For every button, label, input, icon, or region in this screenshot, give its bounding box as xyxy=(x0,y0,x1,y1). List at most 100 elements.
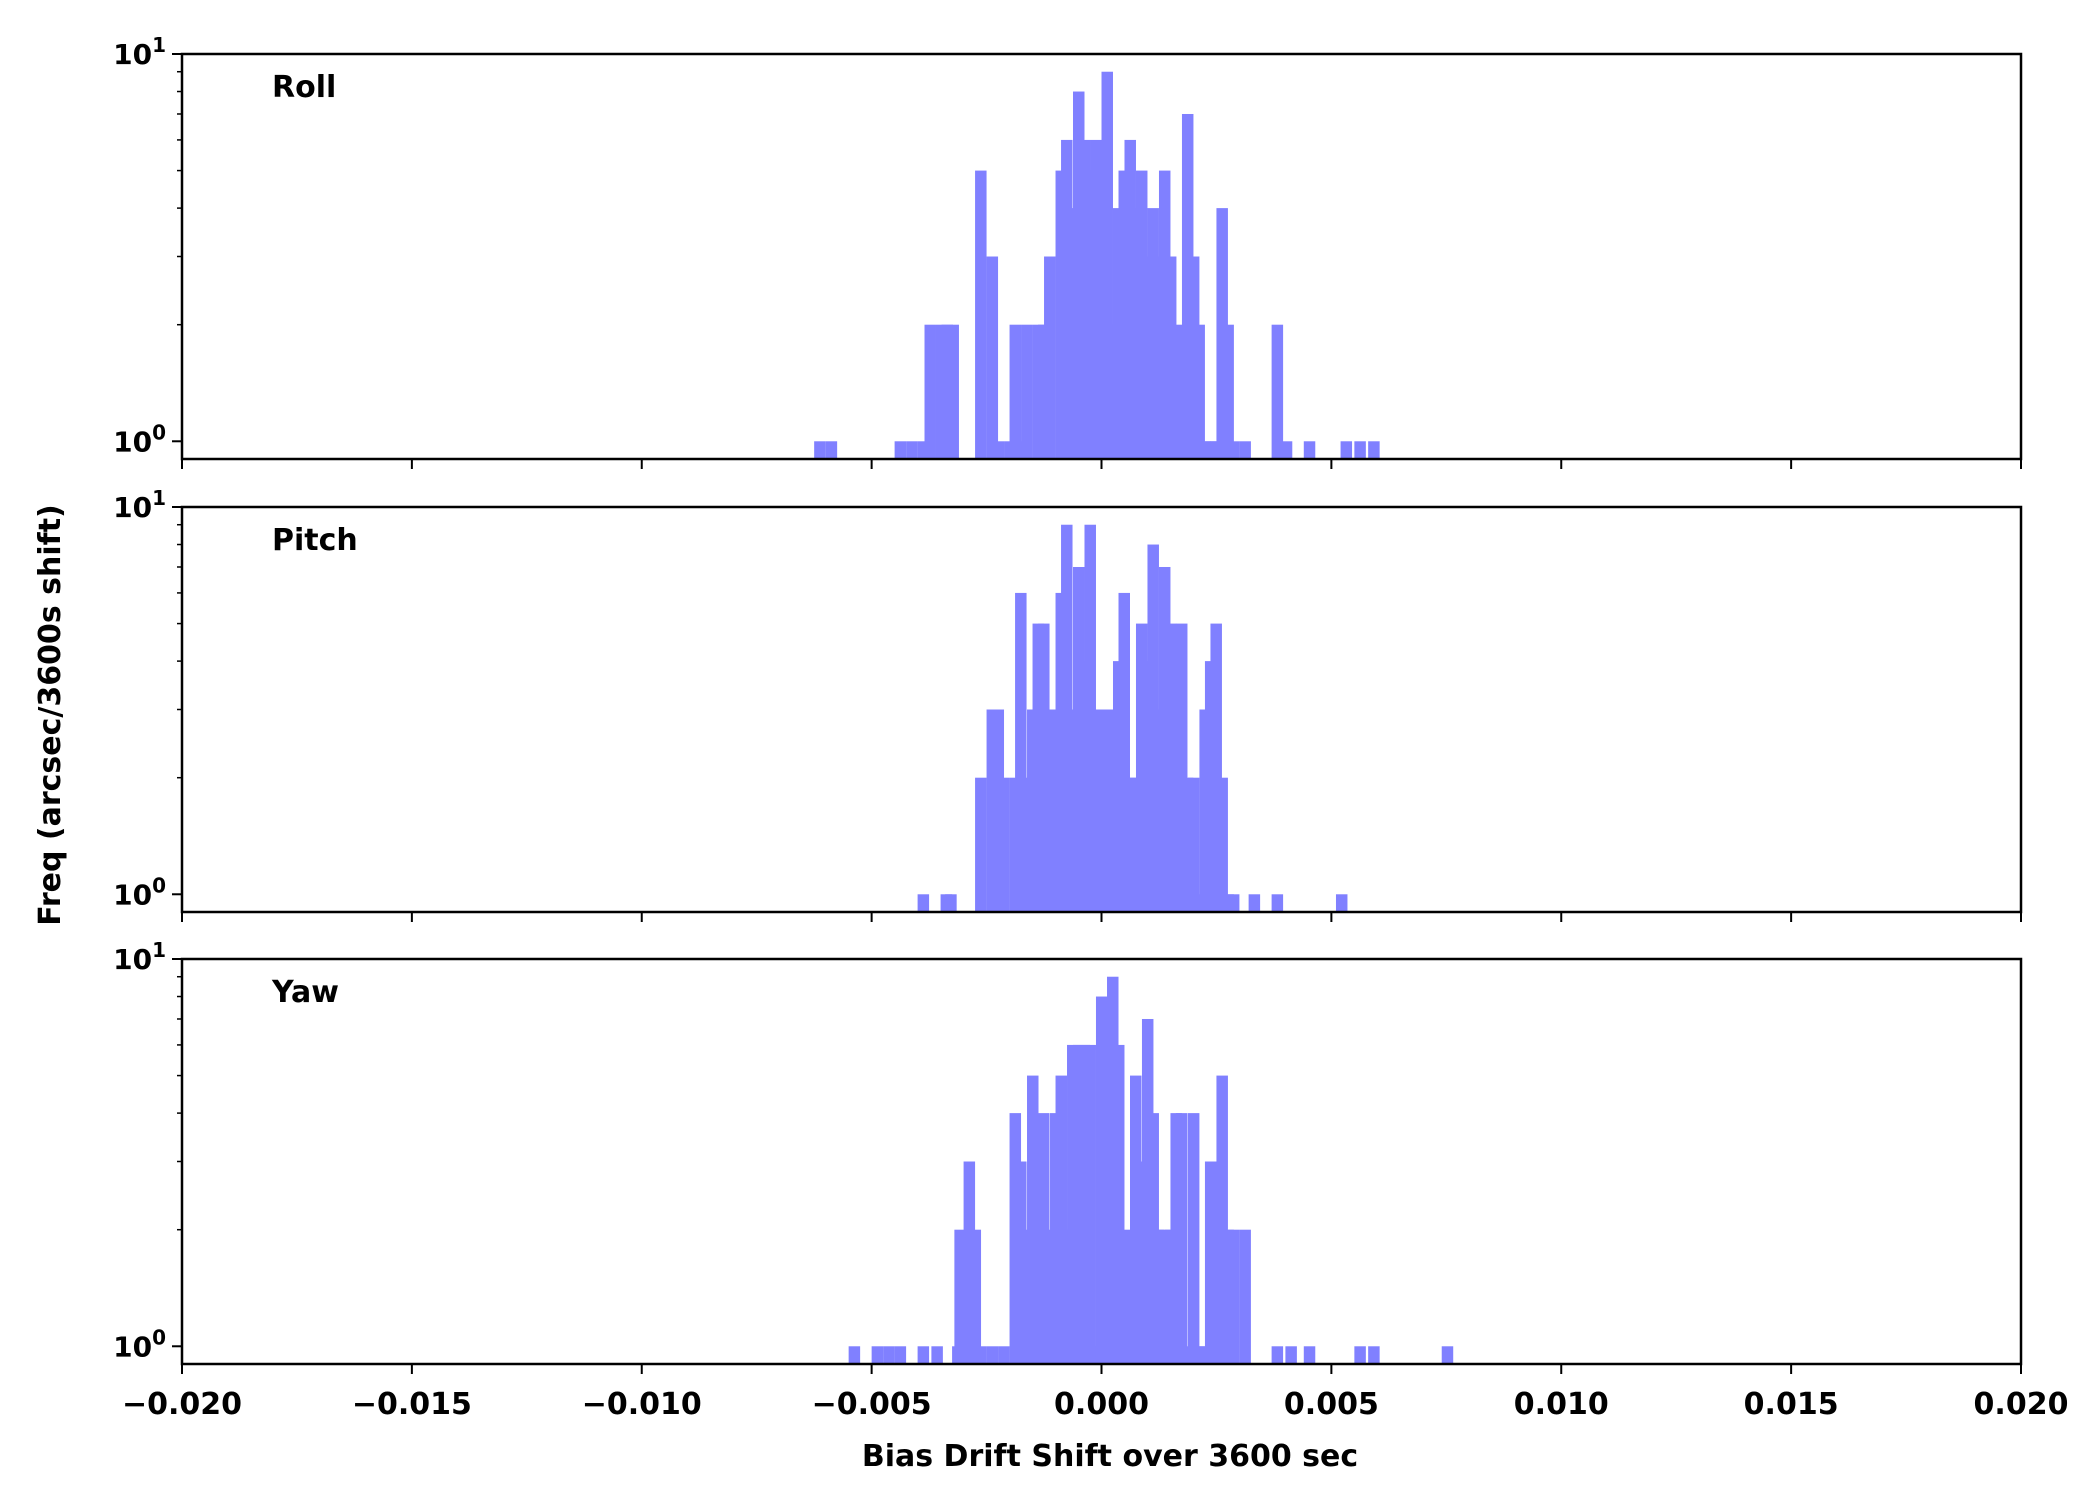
histogram-bar xyxy=(1044,1229,1056,1364)
histogram-bar xyxy=(1158,566,1171,912)
histogram-bar xyxy=(1303,441,1316,459)
histogram-bar xyxy=(1335,894,1348,912)
histogram-bar xyxy=(986,256,999,459)
panel-label: Yaw xyxy=(271,975,339,1010)
histogram-bar xyxy=(998,1346,1010,1364)
histogram-bar xyxy=(1130,208,1142,459)
histogram-bar xyxy=(917,1346,930,1364)
histogram-bar xyxy=(1078,1044,1090,1364)
histogram-bar xyxy=(1271,324,1284,459)
x-tick-label: 0.020 xyxy=(1974,1387,2069,1422)
histogram-bar xyxy=(1285,1346,1297,1364)
histogram-bar xyxy=(1152,709,1165,912)
histogram-bar xyxy=(1135,623,1148,912)
histogram-bar xyxy=(1340,441,1353,459)
histogram-bar xyxy=(963,1161,976,1364)
histogram-bar xyxy=(1210,1161,1222,1364)
histogram-bar xyxy=(1135,170,1148,459)
histogram-bar xyxy=(1015,1161,1027,1364)
x-tick-label: 0.000 xyxy=(1054,1387,1149,1422)
histogram-bar xyxy=(1181,1346,1194,1364)
histogram-bar xyxy=(1193,1346,1205,1364)
x-tick-label: 0.005 xyxy=(1284,1387,1379,1422)
panel-pitch: 100 101 Pitch xyxy=(113,486,2023,922)
y-tick-label: 100 xyxy=(113,420,166,458)
histogram-bar xyxy=(871,1346,884,1364)
histogram-bar xyxy=(1015,592,1027,912)
histogram-bar xyxy=(992,441,1005,459)
histogram-bar xyxy=(1118,1229,1130,1364)
histogram-bar xyxy=(1061,524,1073,912)
histogram-bar xyxy=(1271,894,1284,912)
histogram-bar xyxy=(1216,1075,1228,1364)
histogram-bar xyxy=(1216,208,1228,459)
histogram-bar xyxy=(1227,894,1240,912)
histogram-bar xyxy=(1107,324,1119,459)
axes-frame xyxy=(180,957,2023,1366)
histogram-bar xyxy=(1239,441,1251,459)
histogram-bar xyxy=(1368,1346,1380,1364)
histogram-bar xyxy=(1044,256,1056,459)
panel-roll: 100 101 Roll xyxy=(113,33,2023,469)
histogram-bar xyxy=(1067,1044,1079,1364)
histogram-bar xyxy=(986,1346,999,1364)
histogram-bar xyxy=(1227,441,1240,459)
panels-layer: 100 101 Roll 100 101 Pitch 100 101 −0.020 −0.015 −… xyxy=(113,33,2068,1422)
histogram-bar xyxy=(975,777,987,912)
histogram-bar xyxy=(1239,1229,1251,1364)
histogram-bar xyxy=(945,894,957,912)
histogram-bar xyxy=(1354,1346,1366,1364)
histogram-bar xyxy=(1187,777,1200,912)
x-tick-label: −0.005 xyxy=(812,1387,932,1422)
histogram-bar xyxy=(1280,441,1293,459)
histogram-bar xyxy=(1095,709,1108,912)
y-axis-label: Freq (arcsec/3600s shift) xyxy=(33,504,68,926)
histogram-bar xyxy=(1130,1075,1142,1364)
histogram-bar xyxy=(1055,1075,1068,1364)
histogram-bar xyxy=(924,324,936,459)
histogram-bar xyxy=(1021,324,1033,459)
histogram-bar xyxy=(1152,256,1165,459)
histogram-bar xyxy=(894,1346,907,1364)
histogram-bar xyxy=(814,441,826,459)
histogram-bar xyxy=(975,1346,987,1364)
y-tick-label: 101 xyxy=(113,938,166,976)
histogram-bar xyxy=(1021,1229,1033,1364)
panel-yaw: 100 101 −0.020 −0.015 −0.010 −0.005 0.000 0.005… xyxy=(113,938,2068,1422)
histogram-bar xyxy=(1248,894,1261,912)
histogram-bar xyxy=(1135,1161,1148,1364)
histogram-bar xyxy=(969,1229,982,1364)
histogram-bar xyxy=(883,1346,895,1364)
histogram-bar xyxy=(1044,709,1056,912)
panel-label: Roll xyxy=(272,70,336,105)
x-axis-label: Bias Drift Shift over 3600 sec xyxy=(862,1439,1358,1474)
histogram-bar xyxy=(1009,324,1022,459)
histogram-bar xyxy=(917,441,930,459)
histogram-bar xyxy=(1107,976,1119,1364)
histogram-bar xyxy=(1061,1229,1073,1364)
histogram-bar xyxy=(1107,709,1119,912)
histogram-bar xyxy=(947,324,959,459)
histogram-bar xyxy=(1193,894,1205,912)
histogram-bar xyxy=(1354,441,1366,459)
histogram-bar xyxy=(1216,777,1228,912)
x-tick-label: 0.015 xyxy=(1744,1387,1839,1422)
histogram-bar xyxy=(1038,623,1050,912)
axes-frame xyxy=(180,52,2023,461)
histogram-bar xyxy=(1084,1044,1096,1364)
y-tick-label: 100 xyxy=(113,1325,166,1363)
histogram-bar xyxy=(1441,1346,1454,1364)
histogram-bar xyxy=(1181,777,1194,912)
histogram-bar xyxy=(1368,441,1380,459)
histogram-bar xyxy=(931,1346,943,1364)
histogram-bar xyxy=(1067,709,1079,912)
histogram-bar xyxy=(1175,324,1188,459)
histogram-bar xyxy=(1181,113,1194,460)
histogram-bar xyxy=(1038,1113,1050,1364)
histogram-bar xyxy=(954,1229,966,1364)
histogram-bar xyxy=(894,441,907,459)
y-tick-label: 100 xyxy=(113,873,166,911)
histogram-bar xyxy=(1118,170,1130,459)
histogram-bar xyxy=(1164,256,1177,459)
